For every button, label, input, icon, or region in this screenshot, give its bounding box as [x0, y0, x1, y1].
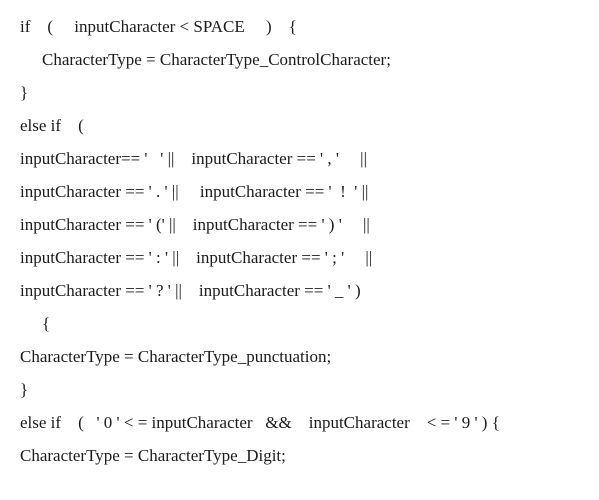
code-line-4: inputCharacter== ' ' || inputCharacter =… [20, 150, 579, 167]
code-line-2: } [20, 84, 579, 101]
code-line-9: { [20, 315, 579, 332]
code-line-13: CharacterType = CharacterType_Digit; [20, 447, 579, 464]
code-line-1: CharacterType = CharacterType_ControlCha… [20, 51, 579, 68]
code-line-5: inputCharacter == ' . ' || inputCharacte… [20, 183, 579, 200]
code-line-10: CharacterType = CharacterType_punctuatio… [20, 348, 579, 365]
code-line-8: inputCharacter == ' ? ' || inputCharacte… [20, 282, 579, 299]
code-line-3: else if ( [20, 117, 579, 134]
code-line-6: inputCharacter == ' (' || inputCharacter… [20, 216, 579, 233]
code-line-12: else if ( ' 0 ' < = inputCharacter && in… [20, 414, 579, 431]
code-line-7: inputCharacter == ' : ' || inputCharacte… [20, 249, 579, 266]
code-line-0: if ( inputCharacter < SPACE ) { [20, 18, 579, 35]
code-line-11: } [20, 381, 579, 398]
